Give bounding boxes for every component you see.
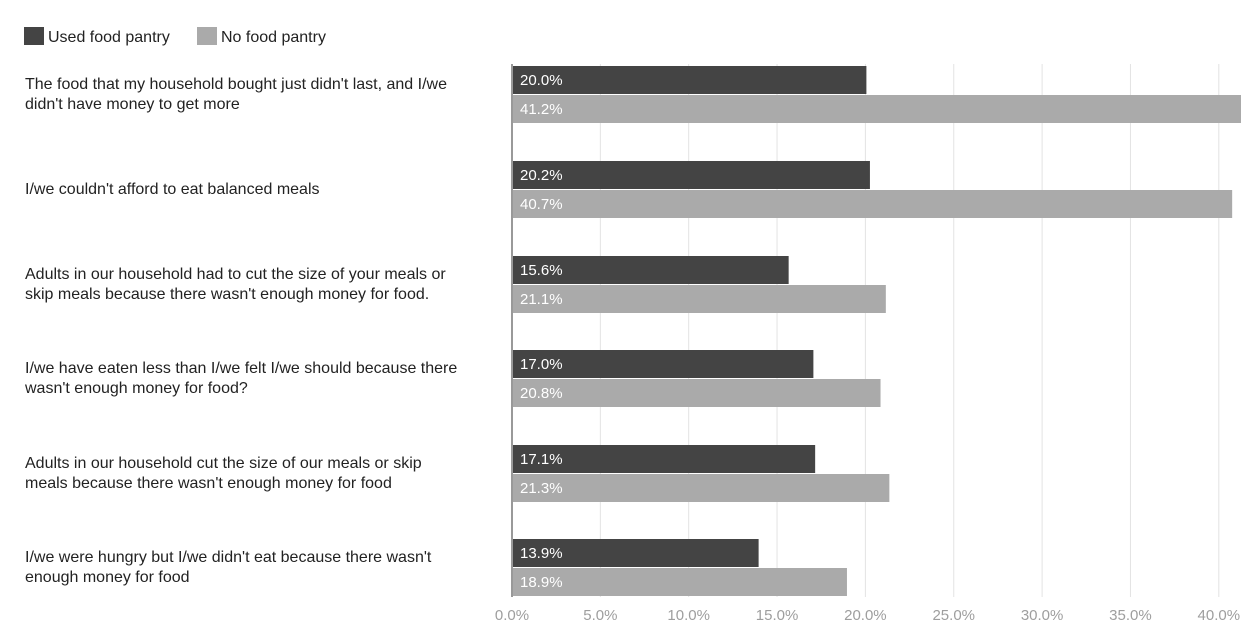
category-label: I/we were hungry but I/we didn't eat bec…: [25, 549, 432, 566]
x-tick-label: 15.0%: [756, 607, 799, 624]
category-label: enough money for food: [25, 569, 190, 586]
x-tick-label: 30.0%: [1021, 607, 1064, 624]
category-label: didn't have money to get more: [25, 96, 240, 113]
legend-label: Used food pantry: [48, 29, 170, 46]
bar-value-label: 40.7%: [520, 196, 563, 213]
bar: [513, 445, 816, 473]
category-label: Adults in our household cut the size of …: [25, 455, 422, 472]
bar: [513, 285, 886, 313]
bar: [513, 95, 1241, 123]
category-label: I/we have eaten less than I/we felt I/we…: [25, 360, 457, 377]
category-label: The food that my household bought just d…: [25, 76, 447, 93]
category-label: skip meals because there wasn't enough m…: [25, 286, 429, 303]
bar-value-label: 18.9%: [520, 574, 563, 591]
bar-value-label: 21.1%: [520, 291, 563, 308]
category-label: I/we couldn't afford to eat balanced mea…: [25, 181, 320, 198]
x-tick-label: 10.0%: [667, 607, 710, 624]
legend-swatch: [197, 27, 217, 45]
category-label: meals because there wasn't enough money …: [25, 475, 392, 492]
x-tick-label: 0.0%: [495, 607, 529, 624]
bar: [513, 256, 789, 284]
legend-swatch: [24, 27, 44, 45]
legend-label: No food pantry: [221, 29, 326, 46]
bars: 20.0% 41.2% 20.2% 40.7% 15.6% 21.1% 17.0% 20.8%…: [513, 66, 1241, 596]
bar: [513, 379, 881, 407]
bar: [513, 539, 759, 567]
bar-value-label: 17.0%: [520, 356, 563, 373]
x-tick-label: 35.0%: [1109, 607, 1152, 624]
bar-value-label: 41.2%: [520, 101, 563, 118]
category-label: Adults in our household had to cut the s…: [25, 266, 446, 283]
x-tick-label: 25.0%: [932, 607, 975, 624]
grid-lines: [599, 64, 1220, 597]
x-tick-label: 40.0%: [1198, 607, 1241, 624]
category-label: wasn't enough money for food?: [24, 380, 248, 397]
bar-value-label: 17.1%: [520, 451, 563, 468]
bar-value-label: 15.6%: [520, 262, 563, 279]
x-tick-label: 5.0%: [583, 607, 617, 624]
bar: [513, 350, 814, 378]
x-axis-ticks: 0.0% 5.0% 10.0% 15.0% 20.0% 25.0% 30.0% 35.0% 40…: [495, 607, 1240, 624]
legend: Used food pantry No food pantry: [24, 27, 326, 46]
bar: [513, 161, 870, 189]
bar: [513, 474, 890, 502]
bar-value-label: 20.0%: [520, 72, 563, 89]
bar-value-label: 20.8%: [520, 385, 563, 402]
bar-value-label: 20.2%: [520, 167, 563, 184]
category-labels: The food that my household bought just d…: [24, 76, 457, 586]
bar-value-label: 13.9%: [520, 545, 563, 562]
x-tick-label: 20.0%: [844, 607, 887, 624]
bar: [513, 66, 867, 94]
bar: [513, 568, 847, 596]
bar: [513, 190, 1233, 218]
bar-value-label: 21.3%: [520, 480, 563, 497]
